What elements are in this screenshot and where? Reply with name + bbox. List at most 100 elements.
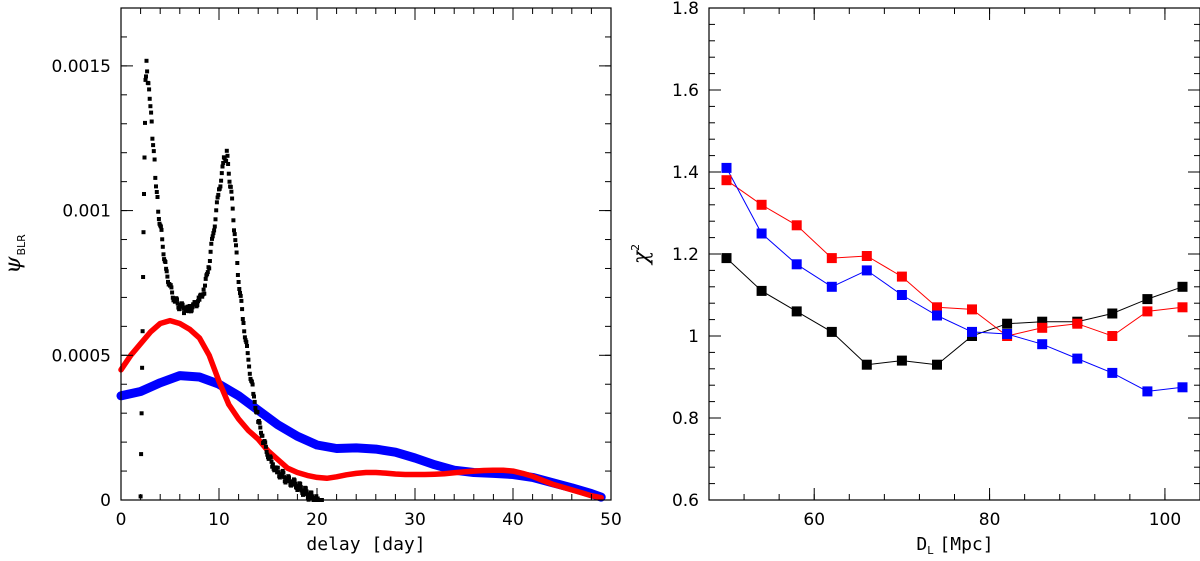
left-series-black-point (152, 149, 156, 153)
right-series-red-marker (1037, 323, 1047, 333)
left-series-black-point (169, 285, 173, 289)
left-series-black-point (251, 383, 255, 387)
right-series-blue-marker (967, 327, 977, 337)
left-series-black-point (245, 344, 249, 348)
left-series-black-point (229, 190, 233, 194)
left-series-blue-line (121, 376, 601, 498)
left-series-black-point (214, 208, 218, 212)
left-series-black-point (142, 230, 146, 234)
right-series-red-marker (1178, 302, 1188, 312)
right-y-tick-label: 1 (688, 327, 699, 347)
right-series-black-marker (897, 356, 907, 366)
left-series-black-point (235, 261, 239, 265)
left-series-black-point (147, 87, 151, 91)
left-series-black-point (260, 434, 264, 438)
right-series-black-marker (827, 327, 837, 337)
left-series-black-point (232, 228, 236, 232)
svg-text:ψBLR: ψBLR (1, 234, 28, 274)
right-series-blue-marker (897, 290, 907, 300)
right-y-tick-label: 1.8 (672, 0, 699, 19)
right-series-blue-marker (862, 265, 872, 275)
right-series-red-marker (897, 272, 907, 282)
right-series-black-marker (932, 360, 942, 370)
left-series-black-point (256, 410, 260, 414)
left-series-black-point (214, 217, 218, 221)
left-series-black-point (246, 351, 250, 355)
left-series-red-line (121, 321, 601, 498)
right-series-black-marker (1178, 282, 1188, 292)
left-series-black-point (287, 475, 291, 479)
right-series-red-marker (827, 253, 837, 263)
right-x-tick-label: 80 (979, 510, 1001, 530)
left-series-black-point (150, 137, 154, 141)
left-series-black-point (218, 184, 222, 188)
left-series-black-point (239, 294, 243, 298)
right-plot-frame (709, 8, 1200, 500)
left-series-black-point (150, 120, 154, 124)
left-series-black-point (140, 411, 144, 415)
left-x-tick-label: 10 (208, 510, 230, 530)
left-series-black-point (141, 275, 145, 279)
left-series-black-point (165, 269, 169, 273)
left-series-black-point (207, 266, 211, 270)
left-series-black-point (263, 440, 267, 444)
left-series-black-point (143, 121, 147, 125)
left-series-black-point (208, 259, 212, 263)
right-series-blue-marker (792, 259, 802, 269)
left-series-black-point (202, 292, 206, 296)
left-series-black-point (237, 287, 241, 291)
left-series-black-point (230, 197, 234, 201)
right-series-red-marker (1142, 306, 1152, 316)
left-series-black-point (213, 225, 217, 229)
left-series-black-point (151, 143, 155, 147)
left-series-black-point (156, 210, 160, 214)
right-series-red-marker (1072, 319, 1082, 329)
right-series-red-marker (792, 220, 802, 230)
right-x-axis-label: DL [Mpc] (916, 534, 993, 557)
left-series-black-point (162, 252, 166, 256)
left-series-black-point (209, 242, 213, 246)
left-y-axis-symbol: ψ (1, 256, 26, 274)
right-series-blue-marker (827, 282, 837, 292)
left-series-black-point (157, 217, 161, 221)
left-series-black-point (165, 275, 169, 279)
left-series-black-point (216, 193, 220, 197)
left-series-black-point (206, 270, 210, 274)
left-series-black-point (153, 176, 157, 180)
right-series-black-marker (792, 306, 802, 316)
right-series-red-marker (967, 304, 977, 314)
left-series-black-point (143, 156, 147, 160)
right-series-black-marker (862, 360, 872, 370)
left-panel: 0 10 20 30 40 50 0 0.0005 0.001 0.0015 delay [day… (1, 8, 622, 555)
left-series-black-point (170, 291, 174, 295)
left-series-black-point (144, 74, 148, 78)
left-series-black-point (141, 329, 145, 333)
right-y-axis-label: χ2 (629, 244, 654, 266)
left-series-black-point (145, 59, 149, 63)
left-series-black-point (246, 358, 250, 362)
left-series-black-point (160, 228, 164, 232)
left-series-black-point (140, 366, 144, 370)
left-series-black-point (203, 284, 207, 288)
left-x-tick-label: 20 (306, 510, 328, 530)
right-series-blue-marker (1142, 386, 1152, 396)
left-series-black-point (234, 243, 238, 247)
left-series-black-point (276, 466, 280, 470)
left-y-axis-label: ψBLR (1, 234, 28, 274)
left-series-black-point (145, 69, 149, 73)
left-series-black-point (242, 321, 246, 325)
left-series-black-point (149, 111, 153, 115)
left-series-black-point (195, 303, 199, 307)
left-series-black-point (247, 365, 251, 369)
right-series-red-marker (1107, 331, 1117, 341)
left-y-tick-label: 0.0015 (52, 57, 111, 77)
left-y-tick-label: 0.001 (62, 202, 111, 222)
left-series-black-point (139, 452, 143, 456)
left-series-black-point (269, 456, 273, 460)
left-series-black-point (239, 299, 243, 303)
right-panel: 60 80 1000.60.811.21.41.61.8 DL [Mpc] χ2 (629, 0, 1200, 557)
right-x-tick-label: 100 (1149, 510, 1181, 530)
left-y-tick-label: 0.0005 (52, 346, 111, 366)
right-axis-ticks: 60 80 100 0.6 0.8 1 1.2 1.4 1.6 1.8 (672, 0, 1200, 530)
left-series-black-point (227, 172, 231, 176)
